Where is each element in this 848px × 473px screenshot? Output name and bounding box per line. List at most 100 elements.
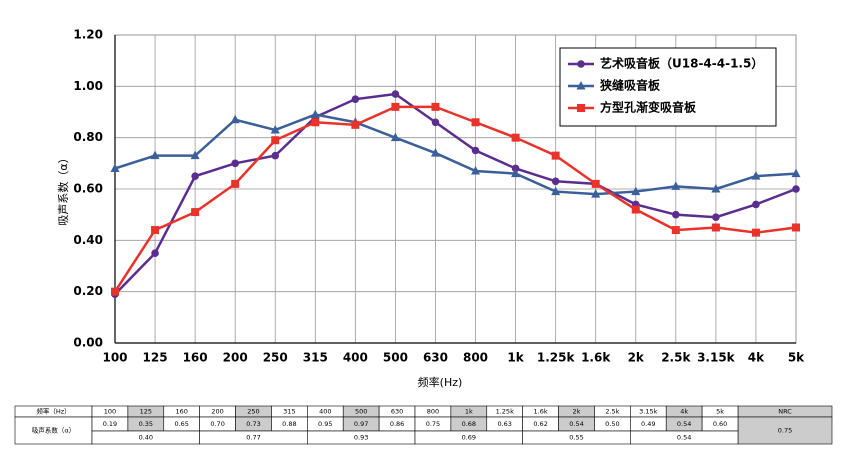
x-tick-label: 4k bbox=[748, 351, 765, 365]
table-value: 0.54 bbox=[677, 420, 691, 428]
marker bbox=[231, 179, 240, 188]
x-tick-label: 1.6k bbox=[581, 351, 611, 365]
y-tick-label: 1.20 bbox=[73, 28, 103, 42]
table-cell bbox=[630, 430, 739, 445]
table-octave-value: 0.55 bbox=[569, 434, 583, 442]
marker bbox=[551, 177, 560, 186]
marker bbox=[751, 228, 760, 237]
x-tick-label: 2.5k bbox=[661, 351, 691, 365]
legend-label: 狭缝吸音板 bbox=[599, 78, 661, 93]
marker bbox=[511, 133, 520, 142]
table-octave-value: 0.69 bbox=[462, 434, 476, 442]
table-value: 0.75 bbox=[426, 420, 440, 428]
marker bbox=[430, 148, 440, 157]
y-tick-label: 1.00 bbox=[73, 79, 103, 93]
x-tick-label: 160 bbox=[183, 351, 208, 365]
y-tick-label: 0.40 bbox=[73, 233, 103, 247]
table-header: 125 bbox=[140, 408, 152, 416]
marker bbox=[351, 120, 360, 129]
table-header: 500 bbox=[355, 408, 367, 416]
marker bbox=[311, 118, 320, 127]
marker bbox=[711, 223, 720, 232]
table-header: 1.25k bbox=[496, 408, 514, 416]
legend-label: 艺术吸音板（U18-4-4-1.5） bbox=[600, 56, 763, 71]
table-value: 0.60 bbox=[713, 420, 727, 428]
x-tick-label: 1.25k bbox=[537, 351, 576, 365]
table-header: 315 bbox=[283, 408, 295, 416]
x-tick-label: 5k bbox=[788, 351, 805, 365]
marker bbox=[230, 114, 240, 124]
y-tick-label: 0.20 bbox=[73, 284, 103, 298]
table-header: 1k bbox=[465, 408, 473, 416]
table-octave-value: 0.77 bbox=[246, 434, 260, 442]
table-value: 0.68 bbox=[462, 420, 476, 428]
table-header: 630 bbox=[391, 408, 403, 416]
marker bbox=[577, 60, 585, 68]
marker bbox=[231, 159, 239, 168]
marker bbox=[711, 184, 721, 193]
x-axis-label: 频率(Hz) bbox=[418, 375, 463, 389]
x-tick-label: 315 bbox=[303, 351, 328, 365]
x-tick-label: 3.15k bbox=[697, 351, 736, 365]
table-cell bbox=[14, 416, 93, 445]
marker bbox=[391, 102, 400, 111]
x-tick-label: 400 bbox=[343, 351, 368, 365]
x-tick-label: 500 bbox=[383, 351, 408, 365]
marker bbox=[577, 104, 585, 112]
table-nrc: 0.75 bbox=[778, 427, 792, 435]
table-octave-value: 0.54 bbox=[677, 434, 691, 442]
marker bbox=[391, 90, 400, 98]
marker bbox=[190, 150, 200, 160]
table-value: 0.70 bbox=[210, 420, 224, 428]
x-tick-label: 125 bbox=[143, 351, 168, 365]
marker bbox=[471, 118, 480, 127]
table-value: 0.50 bbox=[605, 420, 619, 428]
table-header: 800 bbox=[427, 408, 439, 416]
marker bbox=[792, 185, 800, 193]
table-header: 250 bbox=[247, 408, 259, 416]
x-tick-label: 250 bbox=[263, 351, 288, 365]
marker bbox=[631, 205, 640, 214]
marker bbox=[752, 200, 760, 209]
marker bbox=[110, 163, 120, 172]
marker bbox=[751, 171, 761, 180]
marker bbox=[576, 81, 586, 90]
table-cell bbox=[737, 416, 833, 445]
legend-box bbox=[559, 47, 777, 127]
table-header: 2k bbox=[573, 408, 581, 416]
marker bbox=[551, 151, 560, 160]
table-value: 0.63 bbox=[497, 420, 511, 428]
marker bbox=[631, 186, 641, 196]
table-header: 100 bbox=[104, 408, 116, 416]
x-tick-label: 2k bbox=[628, 351, 645, 365]
marker bbox=[511, 168, 521, 178]
x-tick-label: 200 bbox=[223, 351, 248, 365]
marker bbox=[431, 102, 440, 111]
marker bbox=[791, 168, 801, 178]
x-tick-label: 1k bbox=[507, 351, 524, 365]
marker bbox=[551, 186, 561, 196]
marker bbox=[150, 150, 160, 160]
table-value: 0.54 bbox=[569, 420, 583, 428]
series-line bbox=[113, 105, 797, 293]
table-header: 4k bbox=[680, 408, 688, 416]
marker bbox=[591, 179, 600, 188]
marker bbox=[712, 213, 720, 222]
series-line bbox=[114, 92, 797, 296]
marker bbox=[151, 226, 160, 235]
table-value: 0.49 bbox=[641, 420, 655, 428]
marker bbox=[310, 109, 320, 119]
table-value: 0.35 bbox=[139, 420, 153, 428]
marker bbox=[511, 164, 520, 173]
table-header: 1.6k bbox=[534, 408, 548, 416]
marker bbox=[390, 132, 400, 142]
marker bbox=[671, 181, 681, 190]
table-header: NRC bbox=[778, 408, 792, 416]
table-value: 0.19 bbox=[103, 420, 117, 428]
marker bbox=[431, 118, 440, 127]
x-tick-label: 630 bbox=[423, 351, 448, 365]
y-tick-label: 0.00 bbox=[73, 336, 103, 350]
table-octave-value: 0.93 bbox=[354, 434, 368, 442]
table-header: 频率（Hz） bbox=[36, 407, 70, 416]
